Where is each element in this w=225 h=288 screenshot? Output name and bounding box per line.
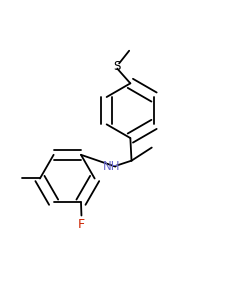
Text: NH: NH <box>103 160 120 173</box>
Text: F: F <box>78 218 85 231</box>
Text: S: S <box>114 60 121 73</box>
